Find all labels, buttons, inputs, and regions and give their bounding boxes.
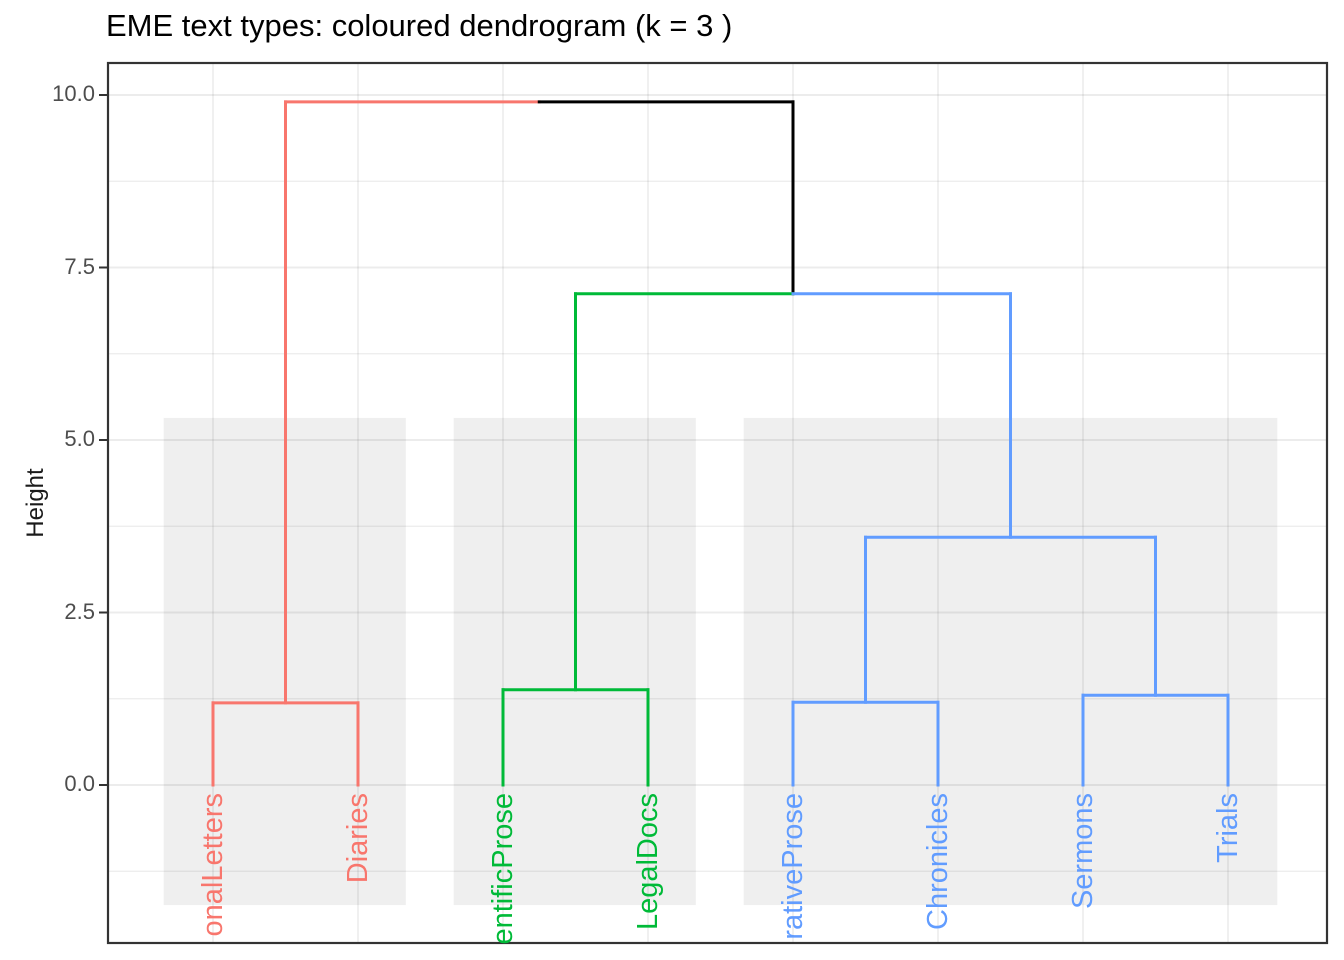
leaf-label: Sermons xyxy=(1067,793,1099,910)
y-tick-label: 0.0 xyxy=(64,770,95,796)
leaf-label: entificProse xyxy=(487,793,519,945)
leaf-label: Chronicles xyxy=(922,793,954,930)
panel-border xyxy=(106,61,1329,945)
leaf-label: LegalDocs xyxy=(632,793,664,931)
y-tick-label: 2.5 xyxy=(64,598,95,624)
y-tick-label: 7.5 xyxy=(64,253,95,279)
chart-title: EME text types: coloured dendrogram (k =… xyxy=(106,8,733,43)
y-axis-title: Height xyxy=(22,468,49,538)
leaf-label: onalLetters xyxy=(197,793,229,937)
y-tick-label: 10.0 xyxy=(52,80,95,106)
leaf-label: Trials xyxy=(1212,793,1244,863)
leaf-label: rativeProse xyxy=(777,793,809,940)
leaf-label: Diaries xyxy=(342,793,374,884)
y-tick-label: 5.0 xyxy=(64,425,95,451)
